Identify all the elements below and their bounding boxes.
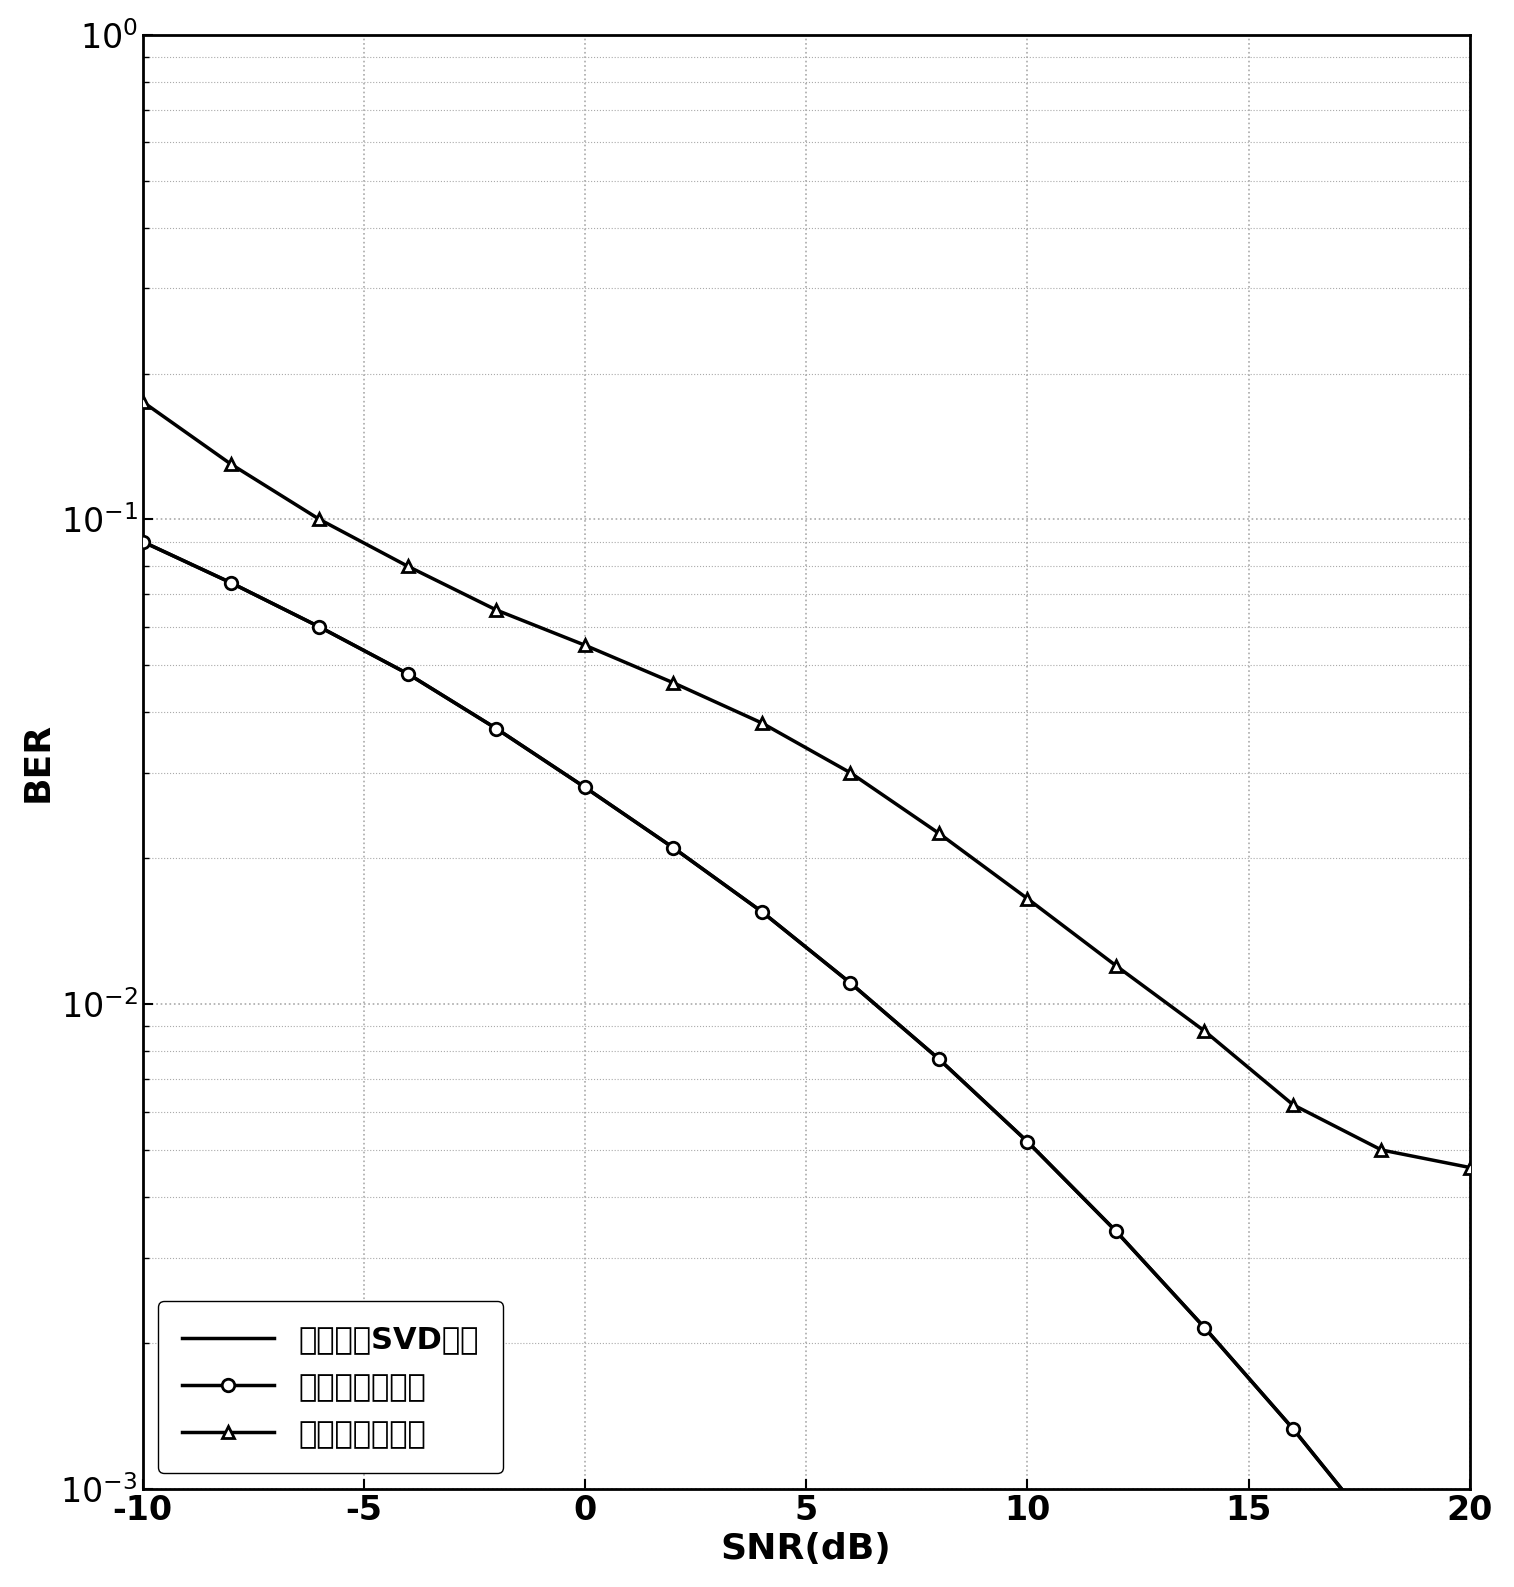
三维信道SVD方法 xyxy=(1107,1222,1125,1241)
双层预编码方法 xyxy=(1372,1528,1390,1547)
传统预编码方法 xyxy=(398,557,416,576)
三维信道SVD方法 xyxy=(575,778,593,797)
双层预编码方法 xyxy=(223,573,241,592)
三维信道SVD方法 xyxy=(930,1049,948,1068)
Line: 传统预编码方法: 传统预编码方法 xyxy=(136,395,1476,1174)
传统预编码方法 xyxy=(575,636,593,655)
三维信道SVD方法 xyxy=(1196,1319,1214,1338)
双层预编码方法 xyxy=(1019,1132,1037,1151)
传统预编码方法 xyxy=(488,600,506,619)
三维信道SVD方法 xyxy=(752,903,771,922)
Line: 双层预编码方法: 双层预编码方法 xyxy=(136,535,1476,1587)
双层预编码方法 xyxy=(930,1049,948,1068)
双层预编码方法 xyxy=(133,532,151,551)
双层预编码方法 xyxy=(665,838,683,857)
传统预编码方法 xyxy=(223,454,241,473)
双层预编码方法 xyxy=(842,973,860,992)
三维信道SVD方法 xyxy=(310,617,329,636)
双层预编码方法 xyxy=(575,778,593,797)
三维信道SVD方法 xyxy=(842,973,860,992)
传统预编码方法 xyxy=(1284,1095,1302,1114)
传统预编码方法 xyxy=(752,714,771,733)
传统预编码方法 xyxy=(930,824,948,843)
传统预编码方法 xyxy=(665,673,683,692)
传统预编码方法 xyxy=(1019,889,1037,908)
三维信道SVD方法 xyxy=(488,719,506,738)
传统预编码方法 xyxy=(310,509,329,528)
三维信道SVD方法 xyxy=(1372,1528,1390,1547)
双层预编码方法 xyxy=(488,719,506,738)
三维信道SVD方法 xyxy=(665,838,683,857)
Y-axis label: BER: BER xyxy=(21,722,55,801)
传统预编码方法 xyxy=(1196,1022,1214,1041)
传统预编码方法 xyxy=(1107,957,1125,976)
三维信道SVD方法 xyxy=(1019,1132,1037,1151)
Line: 三维信道SVD方法: 三维信道SVD方法 xyxy=(142,541,1470,1587)
双层预编码方法 xyxy=(1284,1419,1302,1438)
双层预编码方法 xyxy=(1196,1319,1214,1338)
双层预编码方法 xyxy=(398,665,416,684)
三维信道SVD方法 xyxy=(398,665,416,684)
双层预编码方法 xyxy=(752,903,771,922)
传统预编码方法 xyxy=(133,392,151,411)
双层预编码方法 xyxy=(310,617,329,636)
X-axis label: SNR(dB): SNR(dB) xyxy=(721,1531,892,1566)
传统预编码方法 xyxy=(842,763,860,782)
传统预编码方法 xyxy=(1461,1159,1479,1178)
三维信道SVD方法 xyxy=(1284,1419,1302,1438)
传统预编码方法 xyxy=(1372,1141,1390,1160)
双层预编码方法 xyxy=(1107,1222,1125,1241)
Legend: 三维信道SVD方法, 双层预编码方法, 传统预编码方法: 三维信道SVD方法, 双层预编码方法, 传统预编码方法 xyxy=(157,1301,503,1473)
三维信道SVD方法 xyxy=(223,573,241,592)
三维信道SVD方法 xyxy=(133,532,151,551)
